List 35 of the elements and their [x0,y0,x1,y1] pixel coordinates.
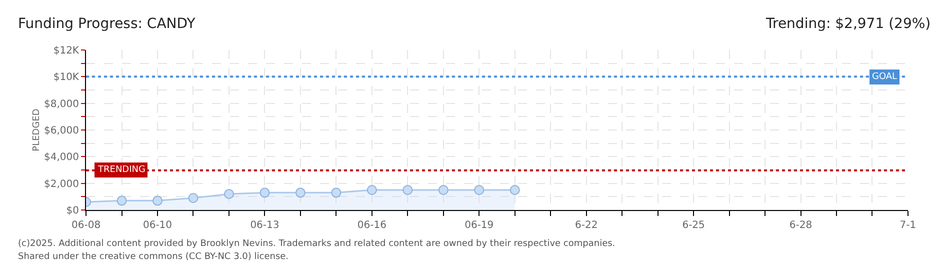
x-tick-label: 6-28 [789,220,812,231]
x-tick-label: 06-10 [142,220,172,231]
y-tick-label: $0 [66,206,79,216]
point [188,193,198,203]
x-tick-label: 7-1 [900,220,916,231]
text: (c)2025. Additional content provided by Brooklyn Nevins. Trademarks and related content are owned by their respective companies. [18,239,616,249]
point [116,196,127,206]
x-tick-label: 06-13 [250,220,280,231]
point [331,188,342,198]
y-tick-label: $12K [53,46,80,56]
point [366,185,377,195]
x-tick-label: 06-08 [72,220,101,231]
x-tick-label: 06-16 [357,220,386,231]
y-tick-label: $6,000 [44,126,79,136]
y-axis-title: PLEDGED [32,108,42,152]
chart-subtitle: Trending: $2,971 (29%) [765,16,931,32]
point [402,185,413,195]
point [260,188,270,198]
x-tick-label: 06-19 [464,220,494,231]
chart-title: Funding Progress: CANDY [18,16,196,32]
point [295,188,306,198]
y-tick-label: $2,000 [44,178,79,190]
ref-line-label: TRENDING [97,165,146,175]
y-tick-label: $8,000 [44,98,79,110]
point [438,185,448,195]
y-tick-label: $4,000 [44,152,79,164]
point [510,185,520,195]
x-tick-label: 6-25 [682,220,705,231]
point [152,196,163,206]
ref-line-label: GOAL [872,72,898,82]
text: Shared under the creative commons (CC BY-NC 3.0) license. [18,252,289,262]
y-tick-label: $10K [53,72,80,84]
x-tick-label: 6-22 [574,220,598,231]
point [224,189,234,199]
point [474,185,484,195]
